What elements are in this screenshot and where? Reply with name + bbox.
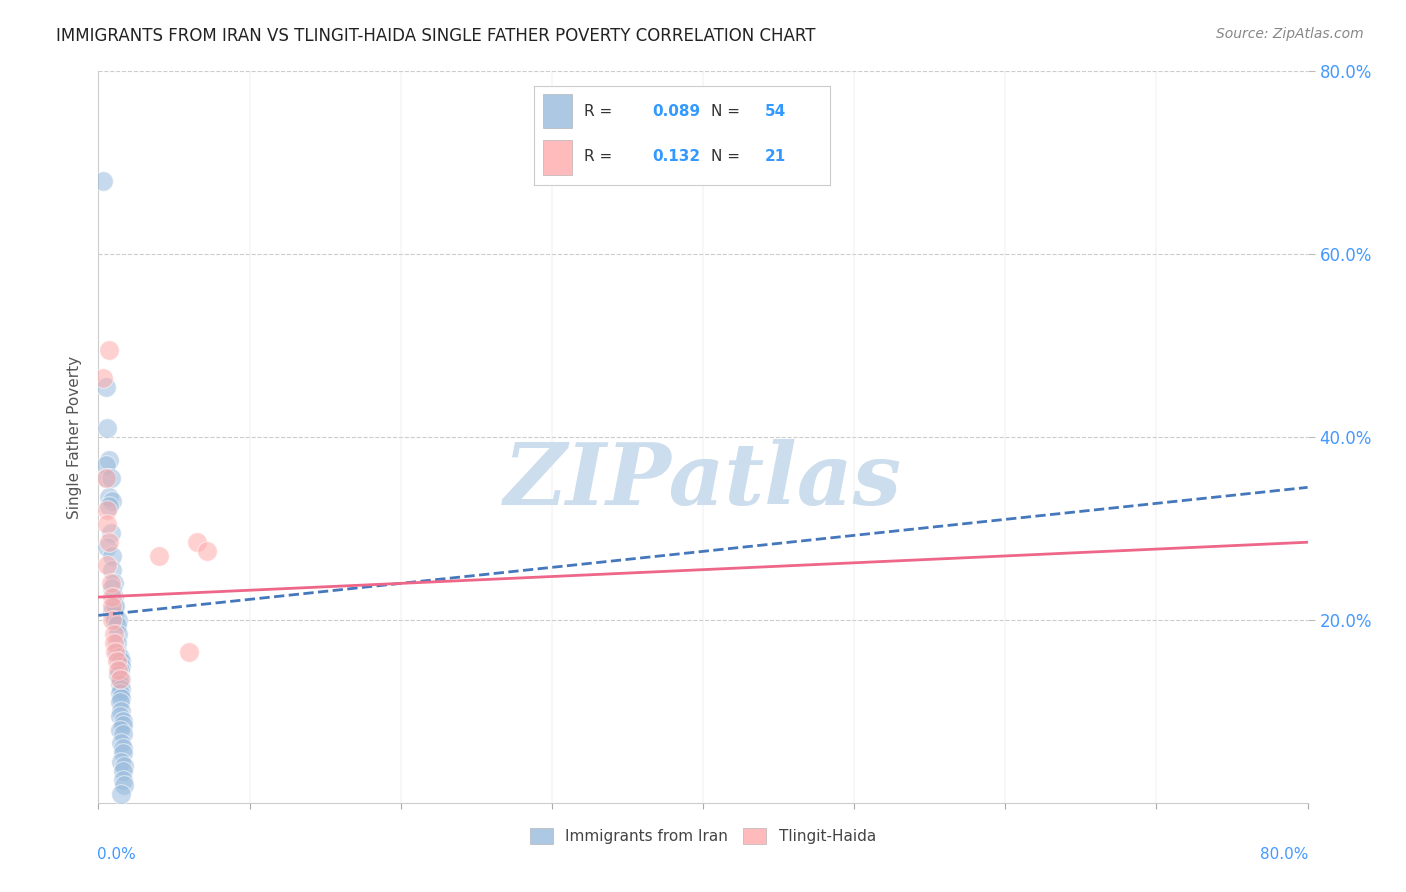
Point <box>110 755 132 769</box>
Point <box>104 599 127 614</box>
Point <box>111 740 134 755</box>
Point <box>108 709 131 723</box>
Y-axis label: Single Father Poverty: Single Father Poverty <box>67 356 83 518</box>
Point <box>101 563 124 577</box>
Point <box>103 626 125 640</box>
Point <box>108 677 131 691</box>
Point <box>101 599 124 614</box>
Point <box>107 613 129 627</box>
Point <box>96 503 118 517</box>
Point <box>100 471 122 485</box>
Point <box>96 421 118 435</box>
Point <box>105 617 128 632</box>
Point <box>103 636 125 650</box>
Point <box>186 535 208 549</box>
Point <box>104 613 127 627</box>
Point <box>98 343 121 358</box>
Point <box>96 516 118 531</box>
Point <box>103 576 125 591</box>
Point <box>101 549 124 563</box>
Point <box>91 174 114 188</box>
Point <box>103 590 125 604</box>
Point <box>110 681 132 696</box>
Point <box>112 778 135 792</box>
Point <box>108 723 131 737</box>
Point <box>179 645 201 659</box>
Point <box>98 490 121 504</box>
Point <box>107 649 129 664</box>
Point <box>98 499 121 513</box>
Text: Source: ZipAtlas.com: Source: ZipAtlas.com <box>1216 27 1364 41</box>
Point <box>110 654 132 668</box>
Point <box>108 673 131 687</box>
Point <box>101 590 124 604</box>
Point <box>108 695 131 709</box>
Point <box>108 686 131 700</box>
Point <box>91 370 114 384</box>
Point <box>103 599 125 614</box>
Point <box>100 526 122 541</box>
Point <box>105 645 128 659</box>
Point <box>94 471 117 485</box>
Point <box>110 705 132 719</box>
Point <box>111 714 134 728</box>
Text: 80.0%: 80.0% <box>1260 847 1309 862</box>
Point <box>112 759 135 773</box>
Point <box>103 608 125 623</box>
Point <box>107 663 129 677</box>
Point <box>98 453 121 467</box>
Point <box>101 581 124 595</box>
Point <box>110 690 132 705</box>
Point <box>101 494 124 508</box>
Point <box>111 772 134 787</box>
Text: ZIPatlas: ZIPatlas <box>503 439 903 523</box>
Point <box>96 558 118 573</box>
Point <box>94 458 117 472</box>
Point <box>108 649 131 664</box>
Point <box>98 535 121 549</box>
Point <box>110 673 132 687</box>
Point <box>111 718 134 732</box>
Point <box>148 549 170 563</box>
Point <box>101 613 124 627</box>
Point <box>110 658 132 673</box>
Point <box>100 576 122 591</box>
Point <box>107 667 129 681</box>
Point <box>104 645 127 659</box>
Point <box>105 654 128 668</box>
Point <box>111 746 134 760</box>
Legend: Immigrants from Iran, Tlingit-Haida: Immigrants from Iran, Tlingit-Haida <box>524 822 882 850</box>
Point <box>110 736 132 750</box>
Point <box>111 727 134 741</box>
Point <box>96 540 118 554</box>
Point <box>108 663 131 677</box>
Point <box>110 787 132 801</box>
Point <box>111 764 134 778</box>
Point <box>195 544 218 558</box>
Point <box>94 380 117 394</box>
Point <box>101 604 124 618</box>
Point <box>107 626 129 640</box>
Point <box>105 636 128 650</box>
Text: 0.0%: 0.0% <box>97 847 136 862</box>
Text: IMMIGRANTS FROM IRAN VS TLINGIT-HAIDA SINGLE FATHER POVERTY CORRELATION CHART: IMMIGRANTS FROM IRAN VS TLINGIT-HAIDA SI… <box>56 27 815 45</box>
Point <box>96 471 118 485</box>
